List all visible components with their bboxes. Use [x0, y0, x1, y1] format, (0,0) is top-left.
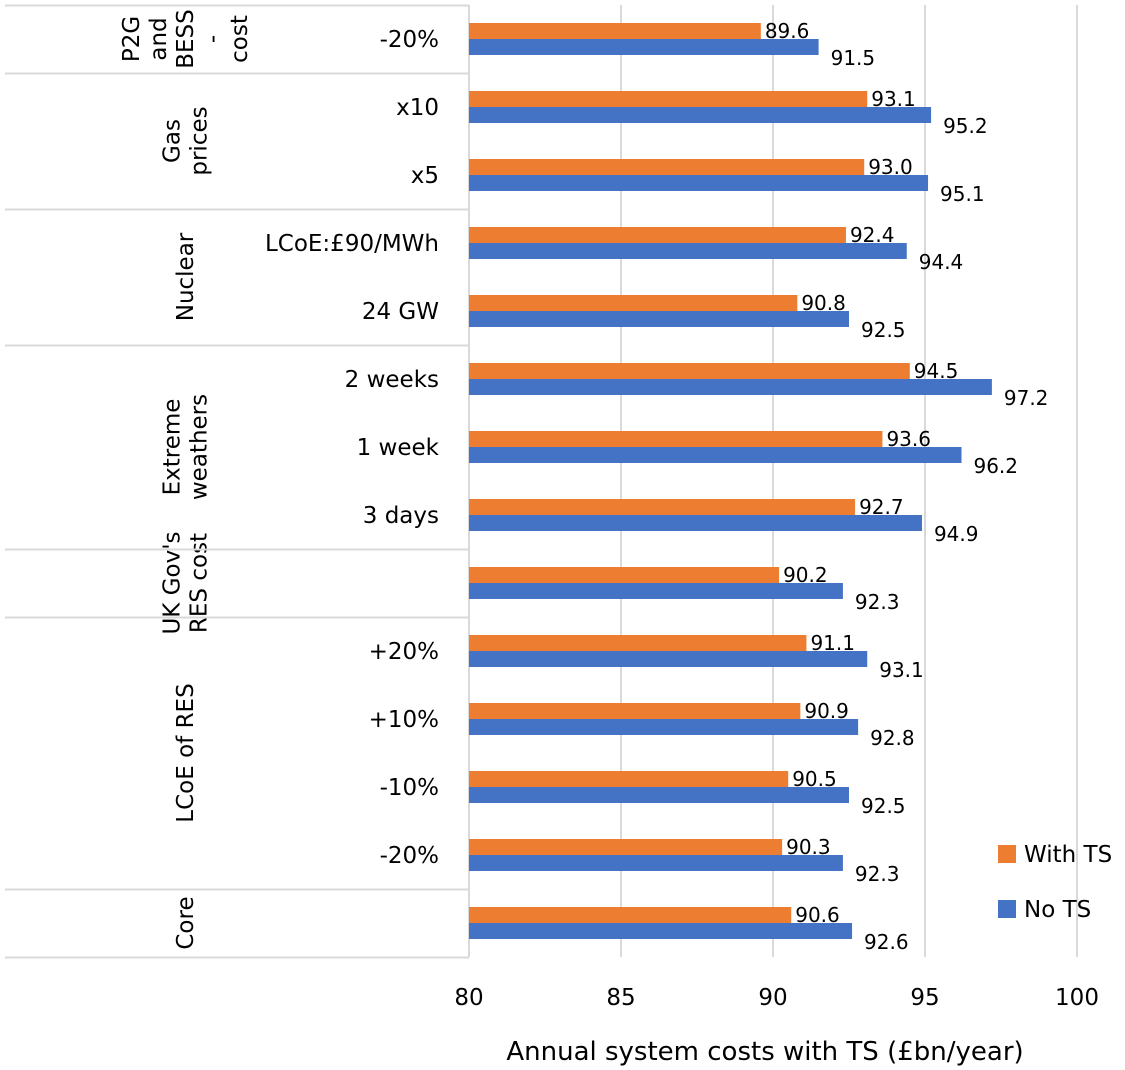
bar-no-ts	[469, 719, 859, 735]
bar-no-ts	[469, 39, 819, 55]
category-label: +20%	[369, 639, 439, 665]
group-label-line: weathers	[187, 394, 213, 500]
bar-with-ts	[469, 23, 761, 39]
group-label: Gas prices	[160, 106, 213, 175]
category-label: 24 GW	[362, 299, 439, 325]
group-label: Nuclear	[173, 232, 199, 321]
bar-no-ts	[469, 243, 907, 259]
data-label: 92.3	[855, 590, 900, 614]
group-label-line: BESS	[173, 9, 199, 69]
group-label-line: Gas	[160, 119, 186, 163]
group-label-line: LCoE of RES	[173, 683, 199, 822]
group-label-line: cost	[227, 15, 253, 63]
data-label: 92.5	[861, 794, 906, 818]
x-tick-label: 85	[606, 985, 635, 1011]
bar-with-ts	[469, 771, 789, 787]
category-label: +10%	[369, 707, 439, 733]
group-label-line: Extreme	[160, 399, 186, 496]
category-label: x10	[396, 95, 439, 121]
x-tick-label: 95	[910, 985, 939, 1011]
bar-no-ts	[469, 107, 932, 123]
bar-no-ts	[469, 923, 853, 939]
bar-with-ts	[469, 227, 846, 243]
x-tick-label: 90	[758, 985, 787, 1011]
legend-label: With TS	[1024, 842, 1112, 868]
data-label: 92.5	[861, 318, 906, 342]
bar-with-ts	[469, 907, 792, 923]
bar-no-ts	[469, 855, 843, 871]
data-label: 92.8	[870, 726, 915, 750]
category-label: -20%	[380, 27, 439, 53]
legend-swatch-no-ts	[998, 900, 1016, 918]
bar-no-ts	[469, 787, 849, 803]
bar-no-ts	[469, 447, 962, 463]
data-label: 91.5	[831, 46, 876, 70]
bar-with-ts	[469, 363, 910, 379]
category-label: 3 days	[363, 503, 439, 529]
bar-no-ts	[469, 651, 868, 667]
x-tick-label: 80	[454, 985, 483, 1011]
bar-no-ts	[469, 583, 843, 599]
group-label-line: P2G	[119, 16, 145, 62]
bar-no-ts	[469, 379, 992, 395]
bar-no-ts	[469, 515, 922, 531]
x-tick-label: 100	[1055, 985, 1099, 1011]
group-label-line: Core	[173, 896, 199, 949]
data-label: 95.1	[940, 182, 985, 206]
data-label: 94.4	[919, 250, 964, 274]
data-label: 93.1	[879, 658, 924, 682]
bar-with-ts	[469, 159, 865, 175]
group-label: P2G and BESS - cost	[119, 9, 253, 69]
category-label: 2 weeks	[345, 367, 439, 393]
legend-label: No TS	[1024, 897, 1091, 923]
bar-with-ts	[469, 567, 780, 583]
category-label: -20%	[380, 843, 439, 869]
legend-swatch-with-ts	[998, 845, 1016, 863]
data-label: 96.2	[973, 454, 1018, 478]
bar-with-ts	[469, 499, 856, 515]
bar-no-ts	[469, 311, 849, 327]
data-label: 92.6	[864, 930, 909, 954]
category-label: 1 week	[357, 435, 440, 461]
bar-with-ts	[469, 839, 783, 855]
bar-with-ts	[469, 295, 798, 311]
group-label-line: Nuclear	[173, 232, 199, 321]
group-label-line: prices	[187, 106, 213, 175]
category-label: x5	[411, 163, 439, 189]
x-axis-title: Annual system costs with TS (£bn/year)	[506, 1037, 1023, 1067]
bar-with-ts	[469, 431, 883, 447]
data-label: 97.2	[1004, 386, 1049, 410]
bar-with-ts	[469, 635, 807, 651]
group-label-line: -	[200, 35, 226, 43]
data-label: 92.3	[855, 862, 900, 886]
group-label: Core	[173, 896, 199, 949]
group-label-line: UK Gov's	[160, 531, 186, 634]
category-label: LCoE:£90/MWh	[265, 231, 439, 257]
bar-with-ts	[469, 91, 868, 107]
category-label: -10%	[380, 775, 439, 801]
group-label: Extreme weathers	[160, 394, 213, 500]
bar-with-ts	[469, 703, 801, 719]
data-label: 94.9	[934, 522, 979, 546]
bar-no-ts	[469, 175, 929, 191]
group-label: LCoE of RES	[173, 683, 199, 822]
data-label: 95.2	[943, 114, 988, 138]
group-label-line: and	[146, 17, 172, 60]
group-label: UK Gov's RES cost	[160, 531, 213, 634]
